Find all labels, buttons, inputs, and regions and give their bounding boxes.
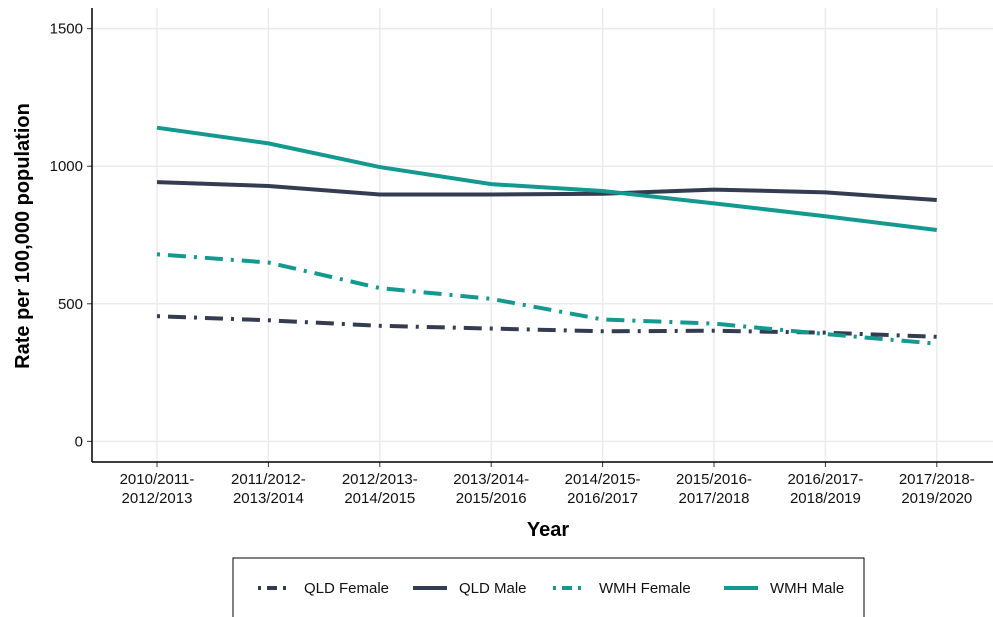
y-tick-label: 0: [75, 433, 83, 450]
line-series: [156, 125, 938, 233]
legend-box: [232, 557, 865, 617]
x-axis-label: Year: [527, 519, 569, 541]
x-tick-label: 2010/2011- 2012/2013: [119, 471, 195, 507]
x-tick-label: 2015/2016- 2017/2018: [676, 471, 752, 507]
y-axis-label: Rate per 100,000 population: [12, 103, 34, 369]
legend-label: WMH Female: [599, 580, 691, 597]
y-tick-label: 1500: [50, 21, 83, 38]
x-tick-label: 2017/2018- 2019/2020: [898, 471, 975, 507]
legend-label: QLD Female: [304, 580, 389, 597]
x-tick-label: 2011/2012- 2013/2014: [230, 471, 306, 507]
x-tick-label: 2013/2014- 2015/2016: [453, 471, 530, 507]
y-tick-label: 1000: [50, 158, 83, 175]
legend-label: WMH Male: [770, 580, 844, 597]
line-series: [156, 314, 937, 339]
x-tick-label: 2012/2013- 2014/2015: [341, 471, 418, 507]
legend-label: QLD Male: [459, 580, 527, 597]
x-tick-label: 2016/2017- 2018/2019: [787, 471, 864, 507]
line-series: [156, 180, 937, 203]
x-tick-label: 2014/2015- 2016/2017: [564, 471, 641, 507]
y-tick-label: 500: [58, 296, 83, 313]
line-series: [156, 252, 937, 346]
